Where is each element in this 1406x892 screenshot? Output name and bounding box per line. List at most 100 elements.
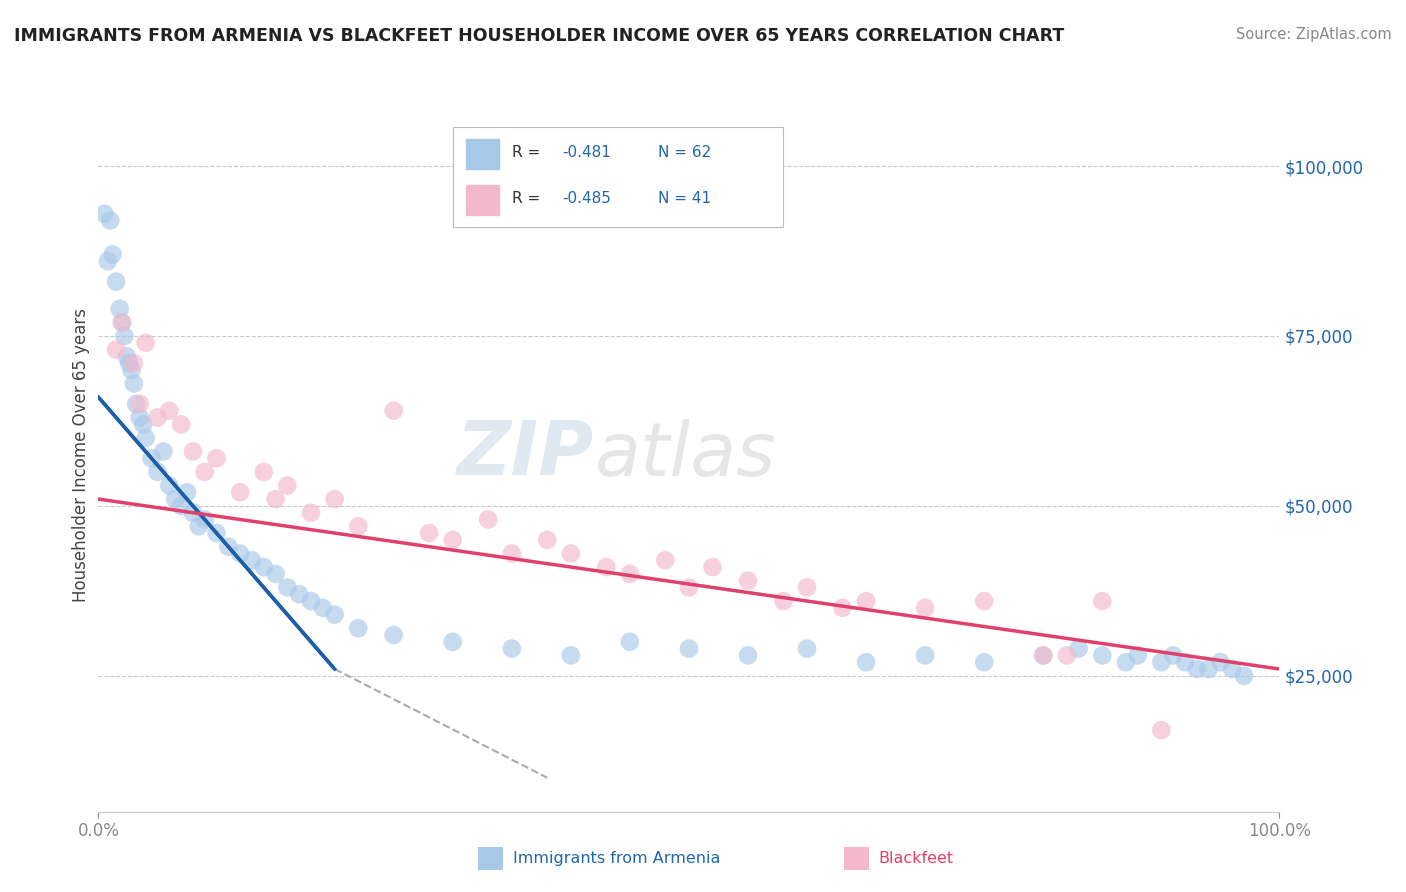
Point	[111, 315, 134, 329]
Point	[1233, 669, 1256, 683]
Text: N = 41: N = 41	[658, 191, 711, 206]
Point	[1209, 655, 1232, 669]
Point	[914, 648, 936, 663]
Point	[441, 533, 464, 547]
Point	[229, 485, 252, 500]
Point	[299, 594, 322, 608]
Point	[93, 207, 115, 221]
Point	[312, 600, 335, 615]
Text: -0.485: -0.485	[562, 191, 610, 206]
Point	[157, 403, 180, 417]
Text: N = 62: N = 62	[658, 145, 711, 161]
Point	[157, 478, 180, 492]
Point	[382, 403, 405, 417]
Text: ZIP: ZIP	[457, 418, 595, 491]
Text: Source: ZipAtlas.com: Source: ZipAtlas.com	[1236, 27, 1392, 42]
Point	[105, 275, 128, 289]
Point	[654, 553, 676, 567]
Point	[118, 356, 141, 370]
Bar	[465, 138, 499, 169]
Point	[276, 478, 298, 492]
Point	[194, 512, 217, 526]
Point	[299, 506, 322, 520]
Point	[737, 574, 759, 588]
Text: IMMIGRANTS FROM ARMENIA VS BLACKFEET HOUSEHOLDER INCOME OVER 65 YEARS CORRELATIO: IMMIGRANTS FROM ARMENIA VS BLACKFEET HOU…	[14, 27, 1064, 45]
Point	[1174, 655, 1197, 669]
Point	[560, 648, 582, 663]
Point	[176, 485, 198, 500]
Point	[217, 540, 239, 554]
Point	[347, 519, 370, 533]
Point	[181, 444, 204, 458]
Point	[253, 465, 276, 479]
Point	[1198, 662, 1220, 676]
Point	[1150, 723, 1173, 738]
Text: R =: R =	[512, 191, 546, 206]
Point	[132, 417, 155, 432]
Point	[240, 553, 263, 567]
Point	[98, 213, 121, 227]
Point	[831, 600, 853, 615]
Text: -0.481: -0.481	[562, 145, 610, 161]
Point	[111, 315, 134, 329]
Point	[165, 492, 187, 507]
Point	[122, 376, 145, 391]
Point	[115, 350, 138, 364]
Point	[1185, 662, 1208, 676]
Point	[796, 641, 818, 656]
Point	[536, 533, 558, 547]
Point	[264, 492, 287, 507]
Point	[135, 335, 157, 350]
Point	[382, 628, 405, 642]
Point	[288, 587, 311, 601]
Point	[253, 560, 276, 574]
Y-axis label: Householder Income Over 65 years: Householder Income Over 65 years	[72, 308, 90, 602]
Point	[121, 363, 143, 377]
Point	[323, 607, 346, 622]
Point	[125, 397, 148, 411]
Point	[1126, 648, 1149, 663]
Point	[477, 512, 499, 526]
Point	[141, 451, 163, 466]
Point	[152, 444, 174, 458]
Point	[501, 641, 523, 656]
Point	[135, 431, 157, 445]
Point	[560, 546, 582, 560]
Point	[170, 417, 193, 432]
Point	[595, 560, 617, 574]
Bar	[465, 185, 499, 215]
Point	[1150, 655, 1173, 669]
Point	[619, 635, 641, 649]
Point	[170, 499, 193, 513]
Point	[678, 581, 700, 595]
Point	[914, 600, 936, 615]
Point	[128, 397, 150, 411]
Point	[973, 655, 995, 669]
Point	[108, 301, 131, 316]
Text: atlas: atlas	[595, 419, 776, 491]
Point	[146, 465, 169, 479]
Text: R =: R =	[512, 145, 546, 161]
Point	[418, 526, 440, 541]
Point	[855, 655, 877, 669]
Point	[105, 343, 128, 357]
Point	[1056, 648, 1078, 663]
Point	[122, 356, 145, 370]
Point	[194, 465, 217, 479]
Point	[1032, 648, 1054, 663]
Point	[1032, 648, 1054, 663]
Point	[181, 506, 204, 520]
Point	[441, 635, 464, 649]
Point	[1115, 655, 1137, 669]
Point	[187, 519, 209, 533]
Point	[112, 329, 135, 343]
Point	[347, 621, 370, 635]
Point	[678, 641, 700, 656]
Point	[1091, 648, 1114, 663]
Point	[128, 410, 150, 425]
Text: Immigrants from Armenia: Immigrants from Armenia	[513, 851, 720, 865]
Point	[702, 560, 724, 574]
Point	[796, 581, 818, 595]
Point	[1161, 648, 1184, 663]
Point	[205, 451, 228, 466]
